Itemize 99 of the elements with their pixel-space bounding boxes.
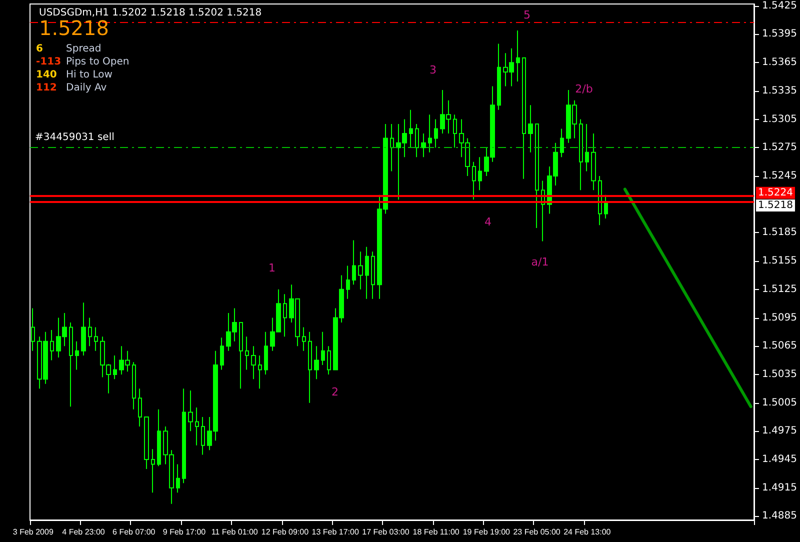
candlestick [283, 294, 287, 338]
candlestick [75, 340, 79, 370]
x-tick-label: 19 Feb 19:00 [462, 528, 511, 536]
candlestick [302, 326, 306, 352]
y-tick-label: 1.5245 [762, 170, 798, 182]
candlestick [535, 124, 539, 228]
candlestick [591, 132, 596, 191]
candlestick [415, 124, 419, 158]
candlestick [453, 114, 457, 148]
candlestick [522, 57, 526, 180]
x-tick-label: 3 Feb 2009 [12, 528, 54, 536]
candlestick [31, 308, 35, 352]
candlestick [352, 240, 356, 286]
candlestick [69, 322, 73, 408]
candlestick [81, 302, 86, 356]
candlestick [245, 336, 249, 370]
x-tick-label: 23 Feb 05:00 [513, 528, 561, 536]
candlestick [421, 132, 426, 158]
y-tick-label: 1.5395 [762, 28, 798, 40]
annotation: 2/b [575, 82, 593, 96]
candlestick [365, 246, 369, 300]
y-tick-label: 1.5065 [762, 340, 798, 352]
y-tick-label: 1.5095 [762, 312, 798, 324]
y-tick-label: 1.4975 [762, 426, 798, 437]
x-tick-label: 18 Feb 11:00 [412, 528, 460, 536]
candlestick [50, 330, 54, 361]
candlestick [579, 118, 583, 191]
candlestick [358, 251, 363, 290]
x-tick-label: 13 Feb 17:00 [312, 528, 360, 536]
candlestick [390, 124, 394, 172]
candlestick [138, 388, 142, 427]
y-tick-label: 1.5365 [762, 57, 798, 68]
y-tick-label: 1.5005 [762, 397, 798, 408]
x-tick-label: 6 Feb 07:00 [112, 528, 156, 536]
annotation: a/1 [531, 256, 549, 268]
candlestick [497, 43, 501, 110]
candlestick [327, 346, 331, 375]
x-tick-label: 11 Feb 01:00 [211, 528, 258, 536]
candlestick [516, 30, 520, 82]
x-tick-label: 9 Feb 17:00 [162, 528, 206, 536]
x-tick-label: 24 Feb 13:00 [564, 528, 612, 536]
candlestick [371, 251, 375, 300]
y-tick-label: 1.4915 [762, 482, 798, 494]
x-tick-label: 12 Feb 09:00 [261, 528, 310, 536]
candlestick [239, 322, 243, 390]
y-tick-label: 1.5155 [762, 256, 798, 267]
candlestick [264, 331, 268, 375]
candlestick [528, 104, 533, 153]
y-tick-label: 1.5305 [762, 114, 798, 125]
candlestick [478, 156, 482, 191]
candlestick [585, 124, 589, 172]
candlestick [176, 464, 180, 494]
annotation: 2 [332, 386, 338, 398]
annotation: 4 [484, 216, 492, 228]
candlestick [220, 337, 224, 370]
candlestick [201, 416, 205, 456]
candlestick [346, 265, 350, 300]
y-tick-label: 1.5185 [762, 227, 798, 238]
y-tick-label: 1.5035 [762, 368, 798, 380]
annotation: 112 Daily Av [36, 82, 107, 94]
ref-line-label: #34459031 sell [35, 132, 114, 144]
candlestick [94, 326, 98, 352]
y-tick-label: 1.5125 [762, 284, 798, 295]
candlestick [188, 390, 193, 432]
chart-title: USDSGDm,H1 1.5202 1.5218 1.5202 1.5218 [39, 8, 262, 18]
y-tick-label: 1.5425 [762, 0, 798, 12]
annotation: 1 [268, 262, 276, 274]
candlestick [428, 114, 432, 153]
y-tick-label: 1.5335 [762, 85, 798, 96]
candlestick [182, 388, 186, 484]
y-tick-label: 1.4885 [762, 510, 798, 522]
candlestick [560, 128, 564, 158]
annotation: 3 [430, 64, 436, 76]
candlestick [132, 362, 136, 410]
candlestick [434, 118, 438, 148]
candlestick [144, 416, 149, 470]
candlestick [251, 346, 256, 380]
candlestick [151, 448, 155, 494]
y-tick-label: 1.4945 [762, 454, 798, 466]
candlestick [314, 346, 319, 380]
text: 6 Spread [36, 44, 102, 54]
x-tick-label: 4 Feb 23:00 [62, 528, 106, 536]
ref-line-label: 1.5224 [758, 187, 794, 198]
candlestick [321, 331, 325, 366]
ref-line-label: 1.5218 [758, 200, 794, 212]
candlestick [409, 109, 413, 148]
annotation: -113 Pips to Open [36, 56, 130, 68]
candlestick [88, 317, 92, 347]
candlestick [472, 161, 476, 200]
candlestick [308, 331, 312, 404]
annotation: 140 Hi to Low [36, 70, 112, 80]
annotation: 5 [524, 8, 530, 22]
y-tick-label: 1.5275 [762, 142, 798, 154]
candlestick [157, 408, 161, 467]
candlestick [195, 407, 199, 446]
text: 1.5218 [39, 16, 109, 40]
candlestick [258, 355, 262, 390]
x-tick-label: 17 Feb 03:00 [362, 528, 410, 536]
candlestick [113, 355, 117, 380]
